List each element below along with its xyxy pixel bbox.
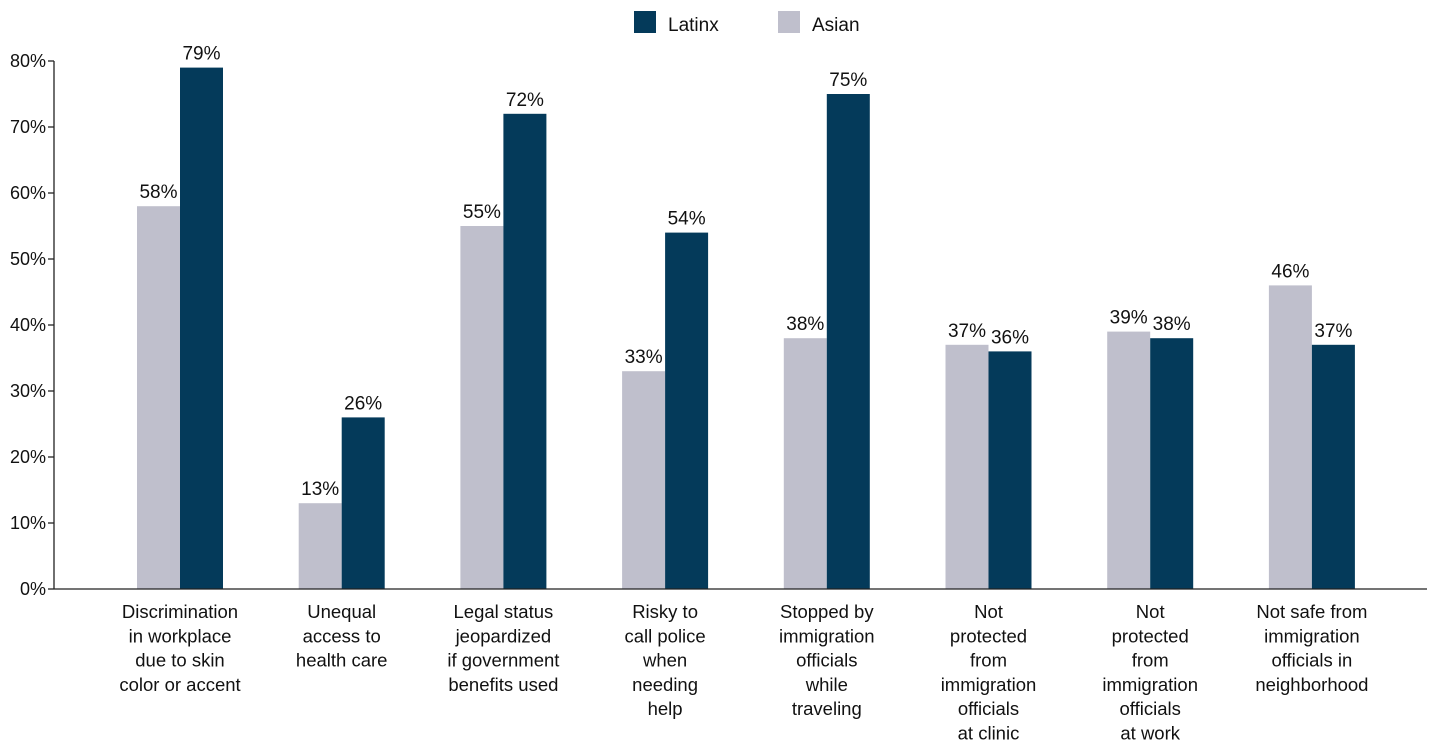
data-label-latinx: 26% <box>344 393 382 414</box>
y-tick-label: 0% <box>20 579 46 599</box>
x-tick-label: Stopped by immigration officials while trave… <box>779 601 875 719</box>
data-label-asian: 39% <box>1110 308 1148 329</box>
bar-latinx <box>988 351 1032 589</box>
data-label-asian: 58% <box>139 182 177 203</box>
legend-swatch <box>634 11 656 33</box>
legend-label: Asian <box>812 15 860 36</box>
bar-latinx <box>665 232 709 589</box>
bar-asian <box>460 226 504 589</box>
data-label-asian: 38% <box>786 314 824 335</box>
x-axis: Discrimination in workplace due to skin col… <box>54 588 1427 743</box>
bar-group: 55% 72% <box>460 90 547 590</box>
bar-latinx <box>503 113 547 590</box>
bar-latinx <box>341 417 385 589</box>
y-tick-label: 30% <box>10 381 46 401</box>
bar-group: 13% 26% <box>298 393 385 589</box>
bar-asian <box>298 503 342 589</box>
x-tick-label: Not protected from immigration officials at w… <box>1102 601 1198 743</box>
data-label-asian: 33% <box>625 347 663 368</box>
bar-latinx <box>1311 344 1355 589</box>
data-label-asian: 37% <box>948 321 986 342</box>
x-tick-label: Not protected from immigration officials at c… <box>941 601 1037 743</box>
bar-group: 37% 36% <box>945 321 1032 589</box>
y-tick-label: 60% <box>10 183 46 203</box>
bar-asian <box>1107 331 1151 589</box>
bar-asian <box>622 371 666 589</box>
bar-group: 46% 37% <box>1268 261 1355 589</box>
legend: Latinx Asian <box>634 11 860 36</box>
bar-group: 58% 79% <box>137 44 223 590</box>
bar-latinx <box>1150 338 1194 589</box>
bar-asian <box>945 344 989 589</box>
data-label-latinx: 79% <box>182 44 220 65</box>
legend-item-asian: Asian <box>778 11 860 36</box>
bar-latinx <box>180 67 223 590</box>
legend-label: Latinx <box>668 15 719 36</box>
bar-group: 33% 54% <box>622 209 709 589</box>
bar-asian <box>1268 285 1312 589</box>
x-tick-label: Not safe from immigration officials in neig… <box>1255 601 1368 695</box>
y-tick-label: 70% <box>10 117 46 137</box>
bar-asian <box>783 338 827 589</box>
bar-group: 39% 38% <box>1107 308 1194 589</box>
data-label-asian: 55% <box>463 202 501 223</box>
x-tick-label: Unequal access to health care <box>296 601 388 671</box>
data-label-latinx: 37% <box>1314 321 1352 342</box>
y-tick-label: 20% <box>10 447 46 467</box>
data-label-latinx: 36% <box>991 327 1029 348</box>
y-tick-label: 40% <box>10 315 46 335</box>
x-tick-label: Discrimination in workplace due to skin col… <box>119 601 240 695</box>
bar-group: 38% 75% <box>783 70 870 589</box>
y-tick-label: 50% <box>10 249 46 269</box>
data-label-latinx: 72% <box>506 90 544 111</box>
y-axis: 0% 10% 20% 30% 40% 50% 60% 70% 80% <box>10 51 55 599</box>
data-label-latinx: 54% <box>668 209 706 230</box>
bar-asian <box>137 206 180 589</box>
x-tick-label: Legal status jeopardized if government bene… <box>447 601 559 695</box>
data-label-asian: 13% <box>301 479 339 500</box>
legend-item-latinx: Latinx <box>634 11 719 36</box>
data-label-latinx: 38% <box>1153 314 1191 335</box>
x-tick-label: Risky to call police when needing help <box>624 601 705 719</box>
data-label-asian: 46% <box>1271 261 1309 282</box>
y-tick-label: 80% <box>10 51 46 71</box>
bar-latinx <box>826 94 870 589</box>
y-tick-label: 10% <box>10 513 46 533</box>
data-label-latinx: 75% <box>829 70 867 91</box>
bars: 58%79%13%26%55%72%33%54%38%75%37% 36%39% 3… <box>137 44 1355 590</box>
legend-swatch <box>778 11 800 33</box>
